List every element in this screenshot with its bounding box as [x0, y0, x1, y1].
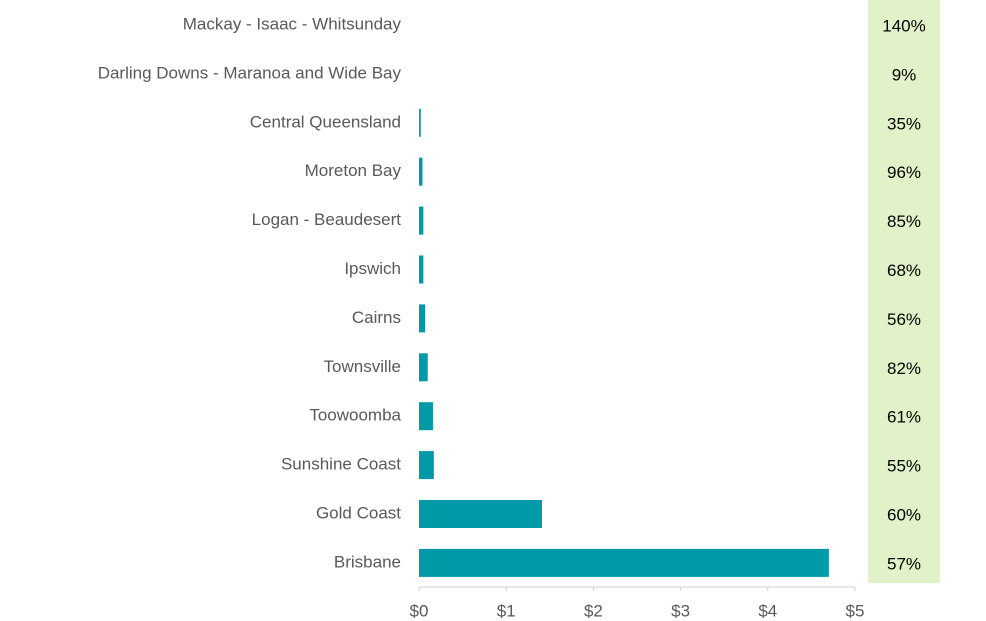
bar — [419, 548, 829, 577]
x-tick-label: $5 — [846, 601, 865, 620]
category-label: Sunshine Coast — [281, 455, 401, 474]
side-value-label: 68% — [887, 261, 921, 280]
side-value-label: 96% — [887, 163, 921, 182]
x-tick-label: $0 — [410, 601, 429, 620]
bar — [419, 157, 423, 186]
category-label: Moreton Bay — [305, 161, 402, 180]
bar — [419, 451, 434, 480]
side-column-bg — [868, 0, 940, 583]
side-value-label: 57% — [887, 554, 921, 573]
x-tick-label: $4 — [758, 601, 777, 620]
category-label: Brisbane — [334, 552, 401, 571]
side-value-label: 60% — [887, 505, 921, 524]
category-label: Logan - Beaudesert — [252, 210, 402, 229]
category-label: Gold Coast — [316, 503, 401, 522]
category-label: Central Queensland — [250, 112, 401, 131]
x-tick-label: $2 — [584, 601, 603, 620]
category-label: Townsville — [324, 357, 401, 376]
side-value-label: 85% — [887, 212, 921, 231]
category-label: Darling Downs - Maranoa and Wide Bay — [98, 63, 402, 82]
bar — [419, 255, 424, 284]
category-label: Ipswich — [344, 259, 401, 278]
bar — [419, 402, 433, 431]
bar — [419, 206, 424, 235]
side-value-label: 61% — [887, 408, 921, 427]
x-tick-label: $1 — [497, 601, 516, 620]
side-value-label: 55% — [887, 457, 921, 476]
x-tick-label: $3 — [671, 601, 690, 620]
category-label: Cairns — [352, 308, 401, 327]
side-value-label: 56% — [887, 310, 921, 329]
side-value-label: 35% — [887, 114, 921, 133]
bar — [419, 108, 421, 137]
side-value-label: 82% — [887, 359, 921, 378]
side-value-label: 9% — [892, 65, 917, 84]
category-label: Toowoomba — [309, 406, 401, 425]
category-label: Mackay - Isaac - Whitsunday — [183, 14, 402, 33]
bar — [419, 353, 428, 382]
side-value-label: 140% — [882, 16, 925, 35]
bar — [419, 304, 426, 333]
bar — [419, 500, 542, 528]
